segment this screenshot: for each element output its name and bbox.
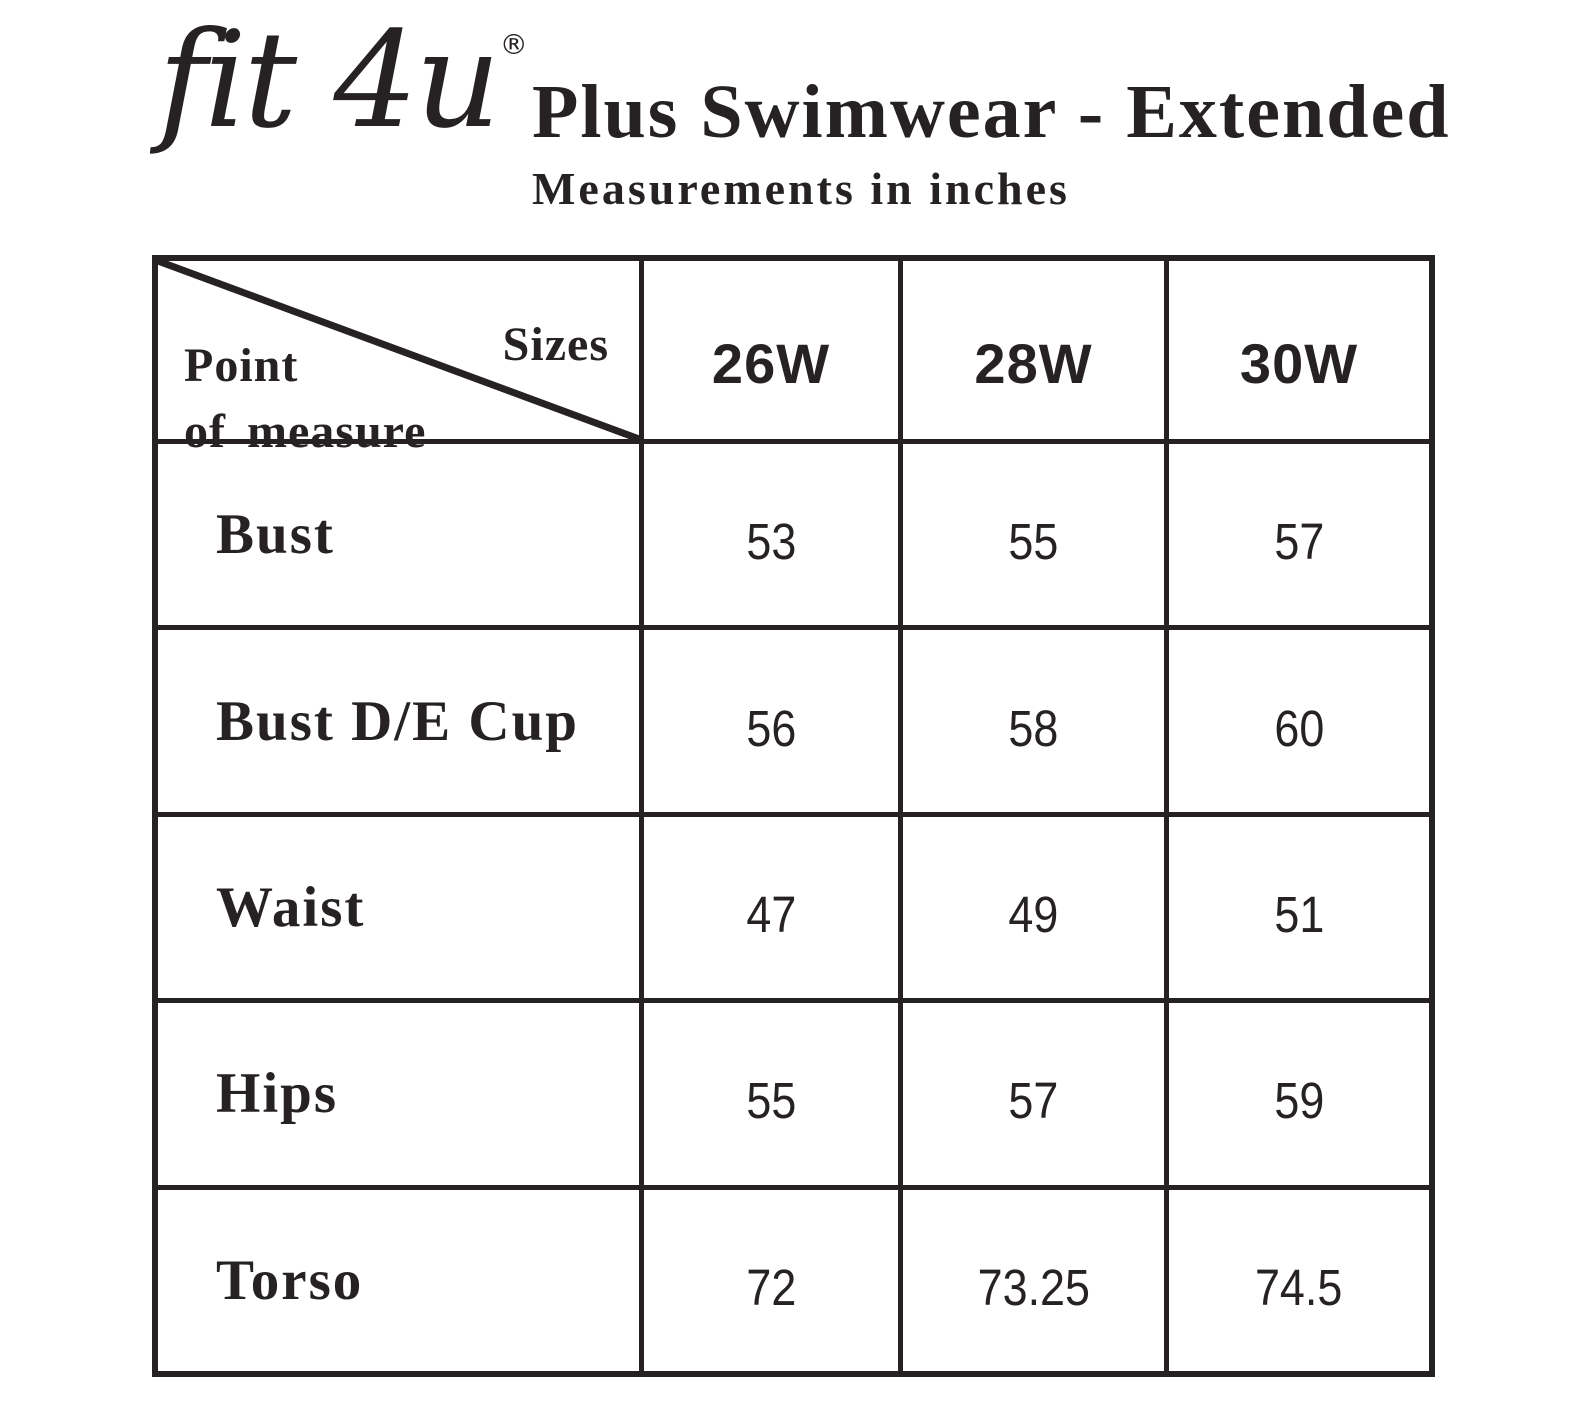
value-bust-26w: 53 [644,444,898,626]
column-header-28w: 28W [903,261,1164,439]
row-label-waist: Waist [158,816,639,999]
value-bust-28w: 55 [903,444,1164,626]
brand-logo: fit 4u® [158,11,528,152]
point-of-measure-line1: Point [184,339,299,392]
point-of-measure-label: Point of measure [184,333,426,465]
value-torso-26w: 72 [644,1189,898,1371]
corner-header-cell: Sizes Point of measure [158,261,639,458]
brand-logo-text: fit 4u [158,4,501,158]
page-subtitle: Measurements in inches [532,163,1070,214]
sizes-header-label: Sizes [502,318,609,371]
size-chart-table: Sizes Point of measure 26W 28W 30W Bust … [152,255,1435,1377]
page-title: Plus Swimwear - Extended [532,70,1451,154]
row-label-hips: Hips [158,1003,639,1185]
row-label-bust: Bust [158,444,639,626]
registered-trademark-symbol: ® [499,28,528,61]
point-of-measure-line2: of measure [184,405,427,458]
value-hips-30w: 59 [1169,1003,1429,1185]
value-waist-26w: 47 [644,816,898,999]
value-bust-de-cup-28w: 58 [903,630,1164,812]
diagonal-line [158,261,639,439]
column-header-30w: 30W [1169,261,1429,439]
value-waist-28w: 49 [903,816,1164,999]
value-bust-de-cup-26w: 56 [644,630,898,812]
value-hips-28w: 57 [903,1003,1164,1185]
row-label-torso: Torso [158,1189,639,1371]
headline-block: Plus Swimwear - Extended Measurements in… [532,72,1451,212]
value-torso-30w: 74.5 [1169,1189,1429,1371]
value-waist-30w: 51 [1169,816,1429,999]
value-hips-26w: 55 [644,1003,898,1185]
row-label-bust-de-cup: Bust D/E Cup [158,630,639,812]
value-torso-28w: 73.25 [903,1189,1164,1371]
value-bust-de-cup-30w: 60 [1169,630,1429,812]
column-header-26w: 26W [644,261,898,439]
value-bust-30w: 57 [1169,444,1429,626]
